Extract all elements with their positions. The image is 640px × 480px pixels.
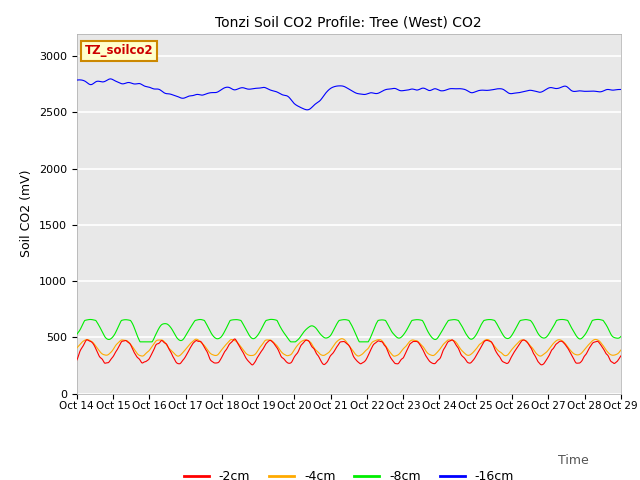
Text: TZ_soilco2: TZ_soilco2	[85, 44, 154, 58]
Y-axis label: Soil CO2 (mV): Soil CO2 (mV)	[20, 170, 33, 257]
Legend: -2cm, -4cm, -8cm, -16cm: -2cm, -4cm, -8cm, -16cm	[179, 465, 519, 480]
Text: Time: Time	[558, 454, 589, 467]
Title: Tonzi Soil CO2 Profile: Tree (West) CO2: Tonzi Soil CO2 Profile: Tree (West) CO2	[216, 16, 482, 30]
